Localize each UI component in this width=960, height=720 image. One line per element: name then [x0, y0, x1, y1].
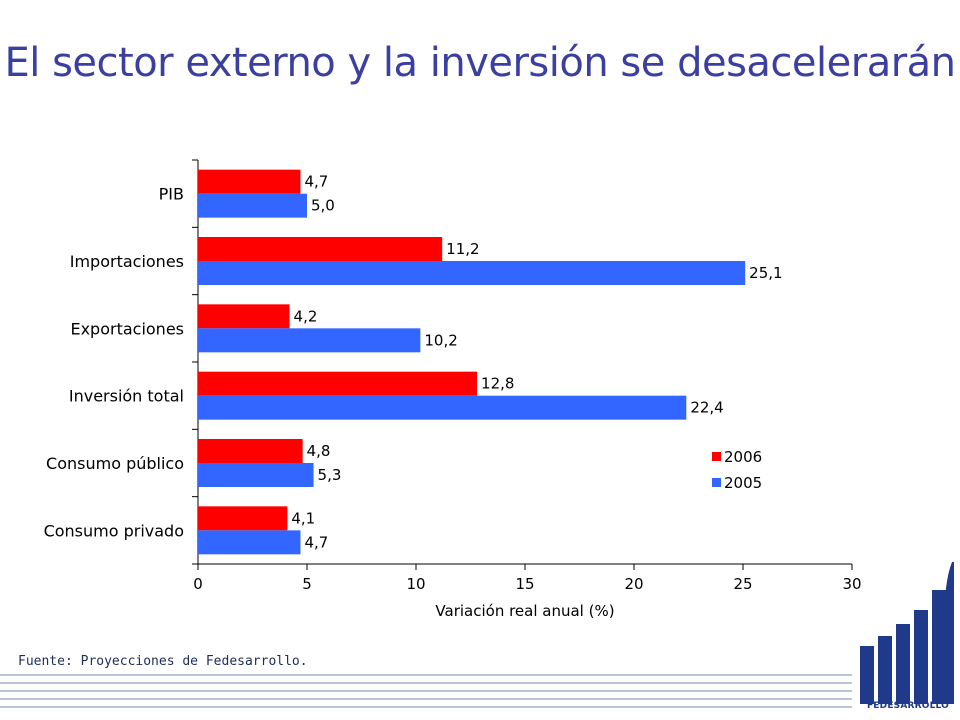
bar-2006 [198, 237, 443, 261]
x-tick-label: 10 [406, 575, 425, 593]
data-label: 4,1 [291, 509, 315, 527]
fedesarrollo-logo-icon [860, 562, 954, 704]
slide-title: El sector externo y la inversión se desa… [4, 40, 956, 86]
bar-2005 [198, 328, 421, 353]
bar-2006 [198, 169, 301, 194]
data-label: 22,4 [690, 399, 723, 417]
x-tick-label: 5 [302, 575, 312, 593]
category-label: Consumo público [46, 454, 184, 473]
data-label: 4,2 [294, 307, 318, 325]
legend-swatch-2006 [712, 452, 721, 461]
data-label: 11,2 [446, 240, 479, 258]
category-label: Importaciones [70, 252, 184, 271]
data-label: 4,7 [304, 533, 328, 551]
bar-2006 [198, 439, 303, 463]
x-axis-label: Variación real anual (%) [435, 602, 614, 620]
data-label: 12,8 [481, 375, 514, 393]
bar-2006 [198, 371, 478, 396]
data-label: 4,7 [304, 173, 328, 191]
data-label: 10,2 [424, 331, 457, 349]
x-tick-label: 25 [733, 575, 752, 593]
bar-2005 [198, 193, 307, 218]
footer-band [0, 668, 852, 712]
legend-swatch-2005 [712, 478, 721, 487]
category-label: Consumo privado [44, 521, 184, 540]
data-label: 5,0 [311, 197, 335, 215]
data-label: 4,8 [307, 442, 331, 460]
data-label: 5,3 [318, 466, 342, 484]
legend-label: 2005 [724, 474, 762, 492]
x-tick-label: 30 [842, 575, 861, 593]
bar-2005 [198, 395, 687, 420]
bar-2006 [198, 506, 288, 531]
bar-2005 [198, 261, 746, 285]
logo-text: FEDESARROLLO [866, 701, 950, 711]
category-label: PIB [159, 185, 184, 204]
x-tick-label: 20 [624, 575, 643, 593]
bar-2006 [198, 304, 290, 329]
legend-label: 2006 [724, 448, 762, 466]
x-tick-label: 0 [193, 575, 203, 593]
source-note: Fuente: Proyecciones de Fedesarrollo. [18, 654, 308, 669]
x-tick-label: 15 [515, 575, 534, 593]
bar-chart: 0 5 10 15 20 25 30 Variación real anual (%) PIB 4… [44, 159, 862, 620]
bar-2005 [198, 463, 314, 487]
category-label: Inversión total [69, 387, 184, 406]
data-label: 25,1 [749, 264, 782, 282]
category-label: Exportaciones [70, 319, 184, 338]
bar-2005 [198, 530, 301, 555]
